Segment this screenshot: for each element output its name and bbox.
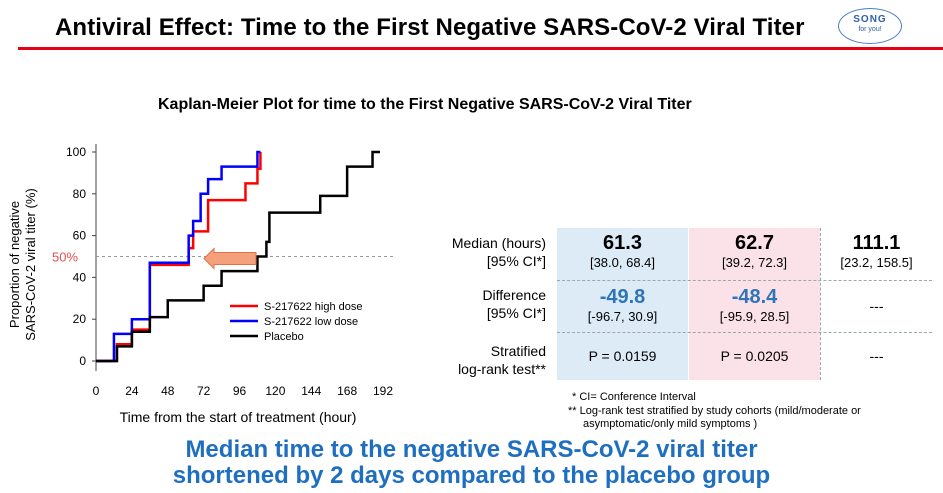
left-arrow-icon <box>203 247 257 270</box>
diff-placebo: --- <box>821 298 932 314</box>
legend-label: S-217622 high dose <box>264 301 362 313</box>
series-line-0 <box>96 152 262 363</box>
x-tick-label: 192 <box>373 384 393 398</box>
reference-line: 50% <box>52 250 393 265</box>
diff-low-dose: -49.8 [-96.7, 30.9] <box>557 286 688 324</box>
row-label-median-1: Median (hours) <box>451 235 546 251</box>
chart-series <box>96 150 381 363</box>
x-tick-label: 48 <box>161 384 175 398</box>
diff-high-dose-value: -48.4 <box>731 286 778 308</box>
row-label-logrank: Stratified log-rank test** <box>400 342 546 378</box>
header-low-dose-line2: low dose <box>590 184 655 201</box>
x-tick-label: 96 <box>233 384 247 398</box>
x-tick-label: 0 <box>93 384 100 398</box>
y-axis-label-line2: SARS-CoV-2 viral titer (%) <box>23 188 38 340</box>
song-logo: SONG for you! <box>838 8 902 44</box>
series-line-1 <box>96 150 261 363</box>
p-low-dose: P = 0.0159 <box>557 348 688 364</box>
row-label-median: Median (hours) [95% CI*] <box>400 234 546 270</box>
diff-high-dose: -48.4 [-95.9, 28.5] <box>689 286 820 324</box>
x-tick-label: 24 <box>125 384 139 398</box>
header-placebo-line1: Placebo <box>845 164 908 181</box>
y-tick-label: 80 <box>73 187 87 201</box>
header-high-dose-line2: high dose <box>719 184 790 201</box>
x-tick-label: 72 <box>197 384 211 398</box>
x-tick-label: 168 <box>337 384 357 398</box>
legend-label: Placebo <box>264 331 304 343</box>
median-high-dose: 62.7 [39.2, 72.3] <box>689 232 820 270</box>
median-high-dose-value: 62.7 <box>735 232 774 254</box>
y-tick-label: 40 <box>73 270 87 284</box>
title-divider <box>18 47 943 50</box>
y-tick-label: 100 <box>66 145 86 159</box>
conclusion-line2: shortened by 2 days compared to the plac… <box>172 462 771 489</box>
slide-title: Antiviral Effect: Time to the First Nega… <box>55 14 805 41</box>
row-divider <box>557 332 932 333</box>
y-axis-label-line1: Proportion of negative <box>7 201 22 328</box>
header-low-dose: S-217622: low dose N = 15 <box>557 157 688 227</box>
chart-ticks: 0 20 40 60 80 100 0 24 48 72 96 120 144 168 192 <box>66 145 393 398</box>
row-label-difference: Difference [95% CI*] <box>400 286 546 322</box>
header-low-dose-n: N = 15 <box>601 205 644 221</box>
y-tick-label: 0 <box>79 354 86 368</box>
p-low-dose-value: P = 0.0159 <box>588 348 657 364</box>
logo-line1: SONG <box>853 14 887 25</box>
header-placebo: Placebo N = 14 <box>821 157 932 227</box>
median-placebo-value: 111.1 <box>852 232 901 254</box>
diff-low-dose-value: -49.8 <box>599 286 646 308</box>
x-tick-label: 120 <box>265 384 285 398</box>
row-label-difference-1: Difference <box>482 287 546 303</box>
row-label-logrank-1: Stratified <box>490 343 546 359</box>
y-tick-label: 20 <box>73 312 87 326</box>
conclusion-line1: Median time to the negative SARS-CoV-2 v… <box>185 436 758 463</box>
header-placebo-line2 <box>821 183 932 203</box>
footnote-logrank: ** Log-rank test stratified by study coh… <box>568 405 861 417</box>
median-low-dose-ci: [38.0, 68.4] <box>589 255 656 270</box>
diff-high-dose-ci: [-95.9, 28.5] <box>719 309 790 324</box>
median-low-dose: 61.3 [38.0, 68.4] <box>557 232 688 270</box>
median-low-dose-value: 61.3 <box>603 232 642 254</box>
header-high-dose: S-217622: high dose N = 13 <box>689 157 820 227</box>
low-dose-column-bg <box>557 228 688 380</box>
median-placebo-ci: [23.2, 158.5] <box>840 255 913 270</box>
y-tick-label: 60 <box>73 229 87 243</box>
fifty-percent-label: 50% <box>52 250 78 265</box>
diff-low-dose-ci: [-96.7, 30.9] <box>587 309 658 324</box>
median-placebo: 111.1 [23.2, 158.5] <box>821 232 932 270</box>
median-arrow <box>203 247 257 270</box>
logo-line2: for you! <box>858 26 882 33</box>
header-high-dose-n: N = 13 <box>733 205 776 221</box>
x-tick-label: 144 <box>301 384 321 398</box>
legend-label: S-217622 low dose <box>264 316 358 328</box>
p-high-dose-value: P = 0.0205 <box>720 348 789 364</box>
row-label-difference-2: [95% CI*] <box>486 305 546 321</box>
x-axis-label: Time from the start of treatment (hour) <box>120 409 357 425</box>
header-high-dose-line1: S-217622: <box>717 164 792 181</box>
chart-title: Kaplan-Meier Plot for time to the First … <box>158 96 692 113</box>
footnote-ci: * CI= Conference Interval <box>572 391 696 403</box>
p-high-dose: P = 0.0205 <box>689 348 820 364</box>
footnote-logrank-cont: asymptomatic/only mild symptoms ) <box>583 418 758 430</box>
chart-legend: S-217622 high dose S-217622 low dose Place… <box>230 301 362 343</box>
p-placebo: --- <box>821 348 932 364</box>
header-placebo-n: N = 14 <box>855 205 898 221</box>
series-line-2 <box>96 150 381 363</box>
kaplan-meier-chart: Proportion of negative SARS-CoV-2 viral t… <box>7 144 393 425</box>
row-divider <box>557 280 932 281</box>
diff-placebo-value: --- <box>869 298 884 314</box>
row-label-median-2: [95% CI*] <box>486 253 546 269</box>
median-high-dose-ci: [39.2, 72.3] <box>721 255 788 270</box>
header-low-dose-line1: S-217622: <box>585 164 660 181</box>
column-divider <box>820 228 821 380</box>
high-dose-column-bg <box>689 228 820 380</box>
y-axis-label: Proportion of negative SARS-CoV-2 viral t… <box>7 188 38 340</box>
row-label-logrank-2: log-rank test** <box>458 361 546 377</box>
p-placebo-value: --- <box>869 348 884 364</box>
